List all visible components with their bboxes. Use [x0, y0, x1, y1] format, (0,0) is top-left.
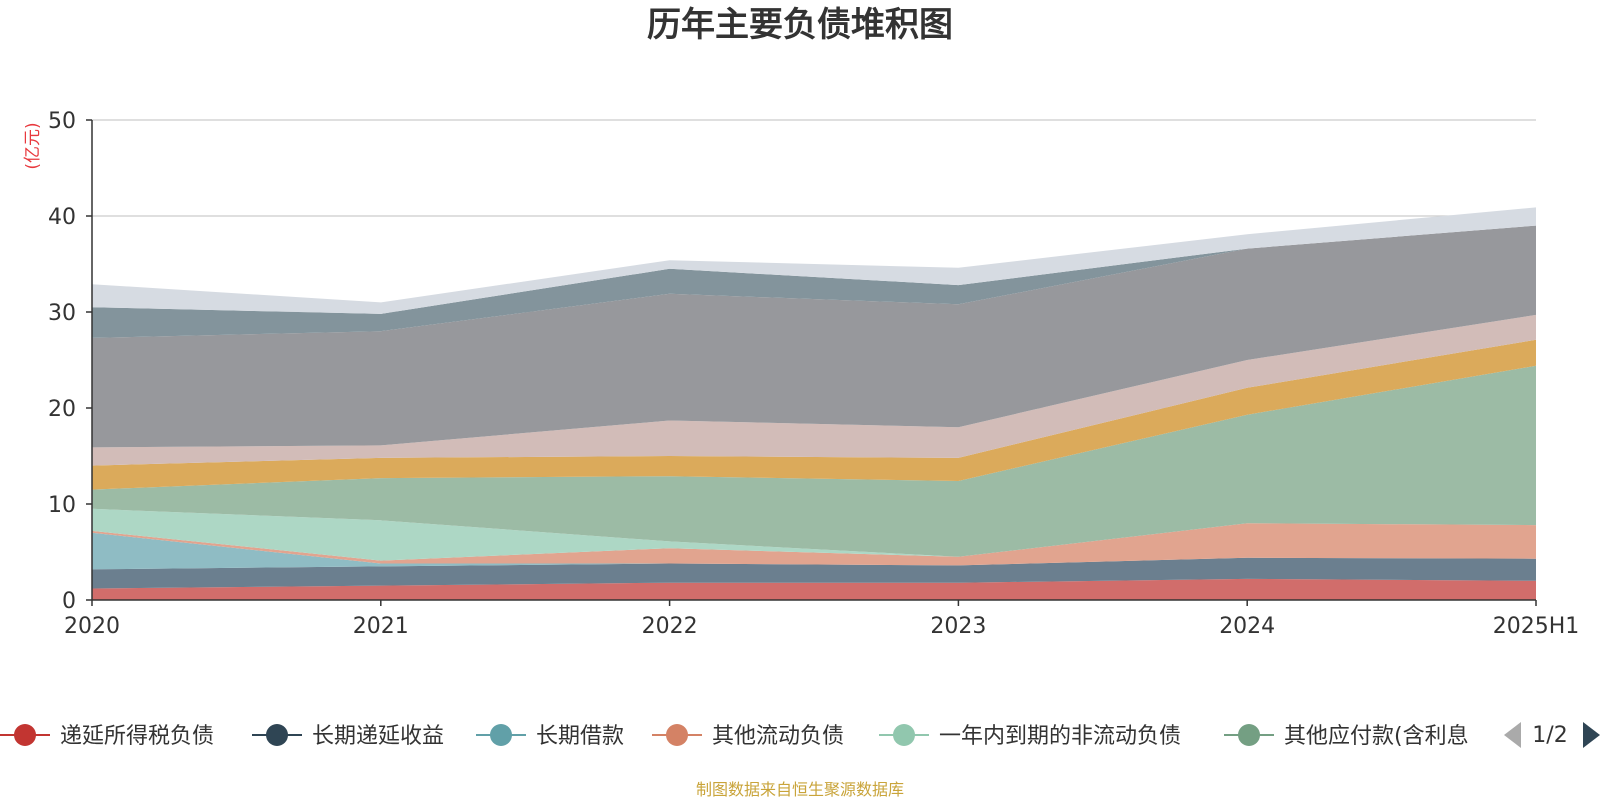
legend-marker-icon [490, 724, 512, 746]
legend: 递延所得税负债 长期递延收益 长期借款 其他流动负债 一年内到期的非流动负债 其他应付款(… [0, 724, 1469, 749]
legend-label: 长期借款 [536, 724, 624, 749]
legend-marker-icon [14, 724, 36, 746]
x-tick-labels: 2020 2021 2022 2023 2024 2025H1 [64, 600, 1579, 639]
y-axis-unit: (亿元) [23, 122, 43, 169]
area-series-9 [92, 225, 1536, 448]
legend-marker-icon [266, 724, 288, 746]
area-series-5 [92, 508, 1536, 561]
x-tick-label: 2025H1 [1493, 614, 1580, 639]
legend-pager: 1/2 [1504, 722, 1600, 748]
x-tick-label: 2020 [64, 614, 120, 639]
area-series-10 [92, 225, 1536, 338]
y-tick-label: 0 [62, 589, 76, 614]
x-tick-label: 2021 [353, 614, 409, 639]
legend-label: 其他应付款(含利息 [1284, 724, 1469, 749]
x-tick-label: 2024 [1219, 614, 1275, 639]
data-source-note: 制图数据来自恒生聚源数据库 [696, 780, 904, 799]
area-series-7 [92, 339, 1536, 490]
legend-next-icon[interactable] [1583, 722, 1600, 748]
legend-marker-icon [1238, 724, 1260, 746]
area-series-4 [92, 523, 1536, 566]
axes [91, 120, 1536, 601]
legend-item[interactable]: 一年内到期的非流动负债 [879, 724, 1181, 749]
area-series-3 [92, 532, 1536, 570]
legend-label: 递延所得税负债 [60, 724, 214, 749]
legend-label: 其他流动负债 [712, 724, 844, 749]
y-tick-label: 20 [48, 397, 76, 422]
legend-item[interactable]: 递延所得税负债 [0, 724, 214, 749]
y-tick-label: 10 [48, 493, 76, 518]
legend-marker-icon [666, 724, 688, 746]
x-tick-label: 2023 [930, 614, 986, 639]
x-tick-label: 2022 [642, 614, 698, 639]
area-series-11 [92, 207, 1536, 314]
legend-page-indicator: 1/2 [1532, 723, 1567, 748]
legend-marker-icon [893, 724, 915, 746]
area-series-8 [92, 314, 1536, 466]
legend-item[interactable]: 其他流动负债 [652, 724, 844, 749]
y-tick-labels: 0 10 20 30 40 50 [48, 109, 92, 614]
area-series [92, 207, 1536, 600]
area-series-6 [92, 365, 1536, 557]
chart-title: 历年主要负债堆积图 [647, 5, 953, 45]
legend-label: 长期递延收益 [312, 724, 444, 749]
legend-item[interactable]: 长期借款 [476, 724, 624, 749]
area-series-2 [92, 557, 1536, 589]
legend-item[interactable]: 长期递延收益 [252, 724, 444, 749]
legend-label: 一年内到期的非流动负债 [939, 724, 1181, 749]
legend-prev-icon[interactable] [1504, 722, 1521, 748]
y-tick-label: 30 [48, 301, 76, 326]
area-series-1 [92, 578, 1536, 600]
y-tick-label: 40 [48, 205, 76, 230]
y-tick-label: 50 [48, 109, 76, 134]
legend-item[interactable]: 其他应付款(含利息 [1224, 724, 1469, 749]
